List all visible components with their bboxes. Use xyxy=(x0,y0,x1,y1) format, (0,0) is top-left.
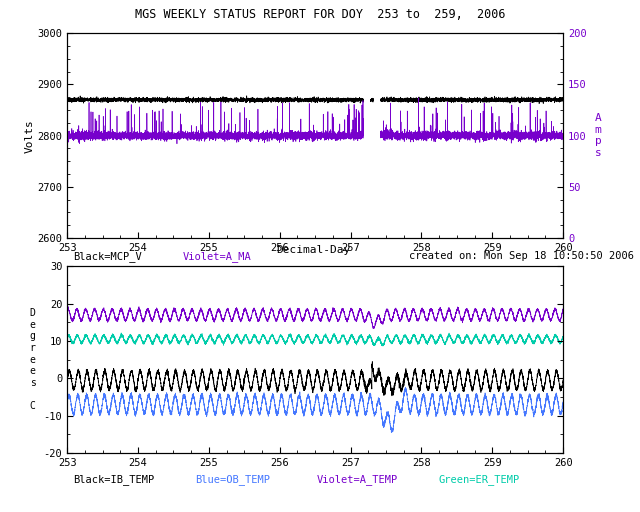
Text: Decimal-Day: Decimal-Day xyxy=(276,245,351,255)
Y-axis label: D
e
g
r
e
e
s
 
C: D e g r e e s C xyxy=(29,308,35,411)
Text: Green=ER_TEMP: Green=ER_TEMP xyxy=(438,474,520,484)
Text: Black=IB_TEMP: Black=IB_TEMP xyxy=(74,474,155,484)
Text: Violet=A_MA: Violet=A_MA xyxy=(182,251,251,262)
Text: created on: Mon Sep 18 10:50:50 2006: created on: Mon Sep 18 10:50:50 2006 xyxy=(408,251,634,261)
Text: Violet=A_TEMP: Violet=A_TEMP xyxy=(317,474,398,484)
Text: MGS WEEKLY STATUS REPORT FOR DOY  253 to  259,  2006: MGS WEEKLY STATUS REPORT FOR DOY 253 to … xyxy=(135,8,505,20)
Text: Black=MCP_V: Black=MCP_V xyxy=(74,251,142,262)
Y-axis label: Volts: Volts xyxy=(24,119,35,153)
Text: Blue=OB_TEMP: Blue=OB_TEMP xyxy=(195,474,270,484)
Y-axis label: A
m
p
s: A m p s xyxy=(595,113,602,158)
